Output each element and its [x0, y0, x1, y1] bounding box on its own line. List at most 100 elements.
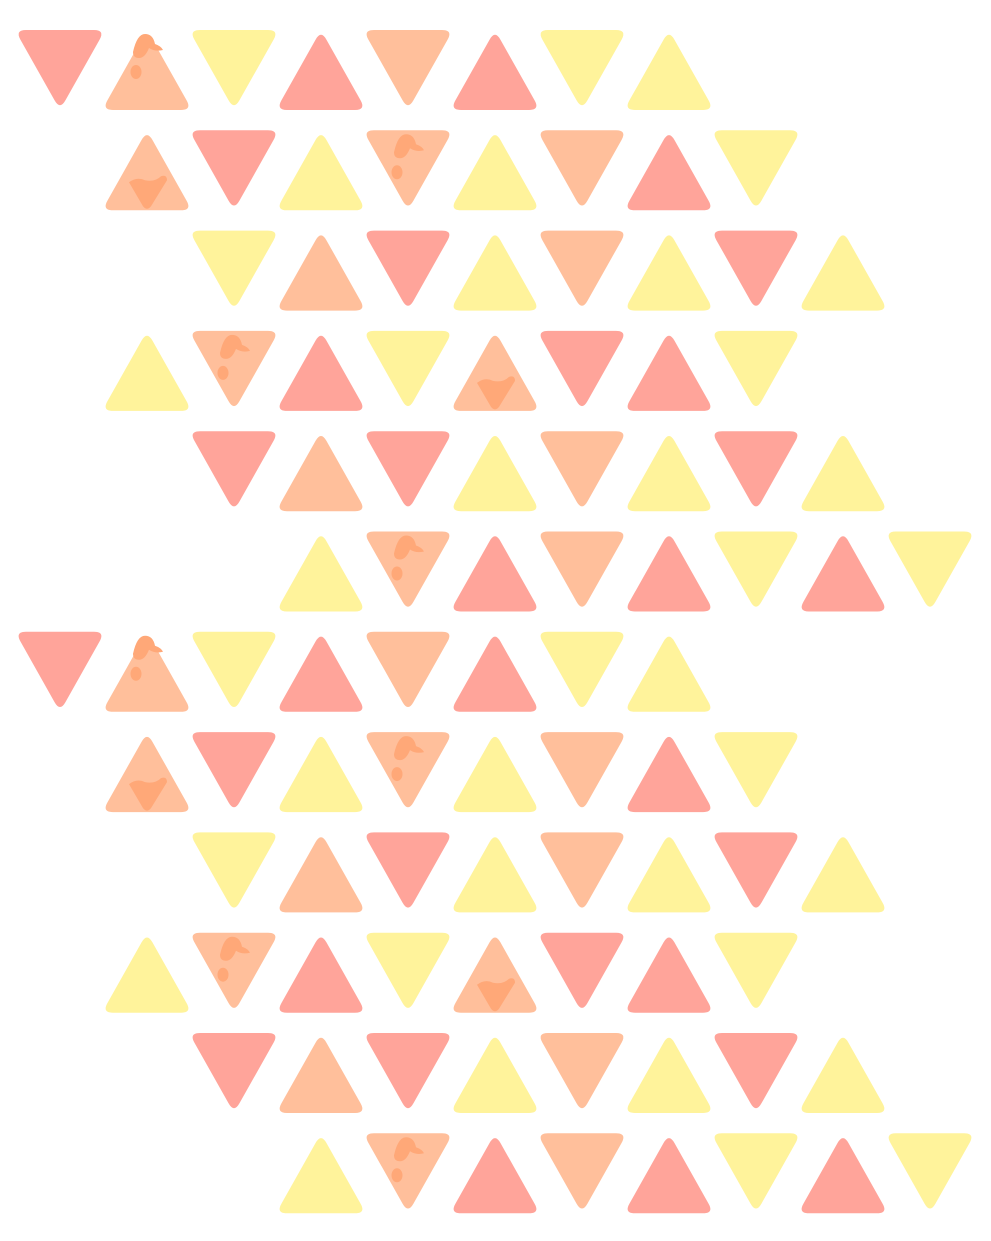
triangle-tile [627, 435, 711, 512]
triangle-tile [714, 330, 798, 407]
triangle-tile [714, 1033, 798, 1109]
triangle-tile [453, 435, 537, 512]
triangle-tile [279, 1138, 363, 1214]
paint-drop [130, 666, 142, 681]
triangle-tile [366, 1033, 450, 1109]
triangle-tile [366, 832, 450, 908]
triangle-tile [453, 335, 537, 411]
triangle-tile [366, 631, 450, 708]
triangle-tile [714, 732, 798, 808]
triangle-tile [18, 631, 102, 708]
triangle-tile [192, 932, 276, 1008]
paint-drip [477, 376, 515, 410]
triangle-tile [540, 631, 624, 708]
triangle-tile [105, 34, 189, 110]
triangle-tile [105, 135, 189, 211]
triangle-tile [279, 34, 363, 110]
triangle-tile [366, 732, 450, 808]
triangle-tile [801, 837, 885, 913]
triangle-tile [540, 1133, 624, 1209]
triangle-tile [627, 335, 711, 411]
triangle-tile [453, 34, 537, 110]
triangle-tile [105, 635, 189, 712]
triangle-tile [279, 235, 363, 311]
triangle-tile [540, 832, 624, 908]
triangle-tile [366, 531, 450, 607]
triangle-tile [453, 235, 537, 311]
triangle-tile [192, 732, 276, 808]
paint-drip [394, 1137, 424, 1162]
paint-drop [391, 165, 403, 180]
triangle-tile [540, 431, 624, 507]
triangle-tile [714, 230, 798, 306]
triangle-tile [453, 937, 537, 1013]
triangle-tile [627, 1138, 711, 1214]
triangle-tile [540, 932, 624, 1008]
triangle-tile [627, 235, 711, 311]
triangle-tile [801, 1037, 885, 1113]
triangle-tile [366, 1133, 450, 1209]
triangle-tile [540, 230, 624, 306]
triangle-tile [627, 536, 711, 612]
triangle-tile [627, 837, 711, 913]
triangle-tile [192, 130, 276, 206]
triangle-tile [279, 435, 363, 512]
triangle-tile [627, 937, 711, 1013]
triangle-tile [105, 335, 189, 411]
paint-drip [129, 777, 167, 811]
paint-drip [394, 736, 424, 761]
triangle-tile [714, 1133, 798, 1209]
triangle-tile [192, 832, 276, 908]
paint-drip [394, 535, 424, 560]
paint-drip [220, 936, 250, 961]
triangle-tile [366, 130, 450, 206]
triangle-tile [540, 30, 624, 106]
triangle-tile [540, 732, 624, 808]
triangle-tile [366, 30, 450, 106]
triangle-tile [453, 636, 537, 712]
triangle-tile [627, 135, 711, 211]
paint-drop [391, 767, 403, 782]
paint-drop [217, 967, 229, 982]
triangle-tile [279, 536, 363, 612]
paint-drip [394, 134, 424, 159]
triangle-tile [105, 937, 189, 1013]
triangle-tile [453, 1037, 537, 1113]
triangle-tile [801, 1138, 885, 1214]
triangle-tile [540, 130, 624, 206]
triangle-tile [192, 1033, 276, 1109]
triangle-tile [627, 636, 711, 712]
triangle-tile [714, 531, 798, 607]
triangle-tile [540, 330, 624, 407]
triangle-tile [453, 135, 537, 211]
triangle-tile [279, 636, 363, 712]
triangle-tile [714, 130, 798, 206]
triangle-tile [192, 230, 276, 306]
triangle-tile [453, 1138, 537, 1214]
triangle-tile [540, 1033, 624, 1109]
paint-drop [391, 1168, 403, 1183]
paint-drip [477, 978, 515, 1012]
triangle-tile [801, 435, 885, 512]
triangle-tile [453, 837, 537, 913]
triangle-tile [627, 34, 711, 110]
triangle-tile [192, 330, 276, 407]
triangle-tile [627, 1037, 711, 1113]
paint-drip [133, 34, 163, 58]
triangle-tile [279, 837, 363, 913]
triangle-tile [627, 736, 711, 813]
triangle-tile [888, 531, 972, 607]
triangle-tile [279, 1037, 363, 1113]
triangle-tile [279, 135, 363, 211]
triangle-tile [192, 631, 276, 708]
triangle-tile [453, 536, 537, 612]
triangle-tile [105, 736, 189, 813]
triangle-tile [366, 431, 450, 507]
paint-drip [220, 334, 250, 359]
triangle-tile [714, 431, 798, 507]
triangle-tile [801, 235, 885, 311]
triangle-tile [192, 30, 276, 106]
paint-drop [217, 365, 229, 380]
paint-drip [133, 635, 163, 660]
